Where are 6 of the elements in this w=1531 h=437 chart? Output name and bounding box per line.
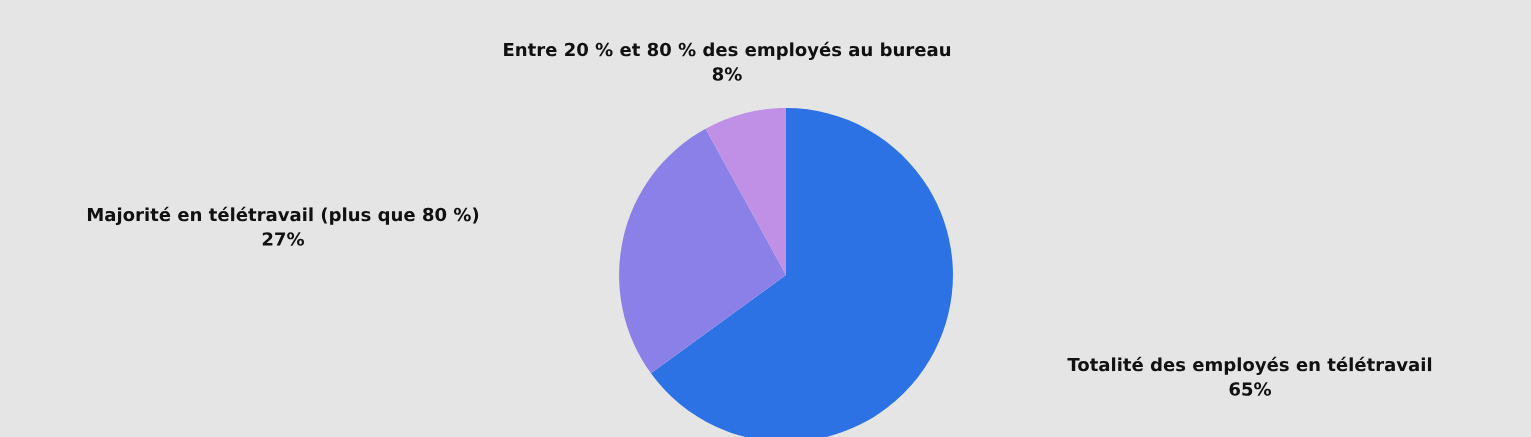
slice-label: Majorité en télétravail (plus que 80 %)	[87, 206, 479, 225]
data-label: 8%	[712, 67, 742, 81]
slice-label: Entre 20 % et 80 % des employés au bureau	[504, 41, 951, 60]
data-label: 65%	[1229, 382, 1272, 396]
slice-label: Totalité des employés en télétravail	[1067, 356, 1432, 375]
data-label: 27%	[262, 232, 305, 246]
